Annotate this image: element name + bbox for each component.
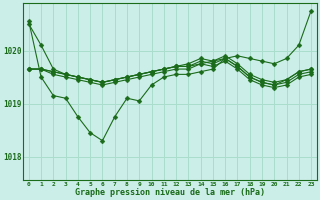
X-axis label: Graphe pression niveau de la mer (hPa): Graphe pression niveau de la mer (hPa) (75, 188, 265, 197)
